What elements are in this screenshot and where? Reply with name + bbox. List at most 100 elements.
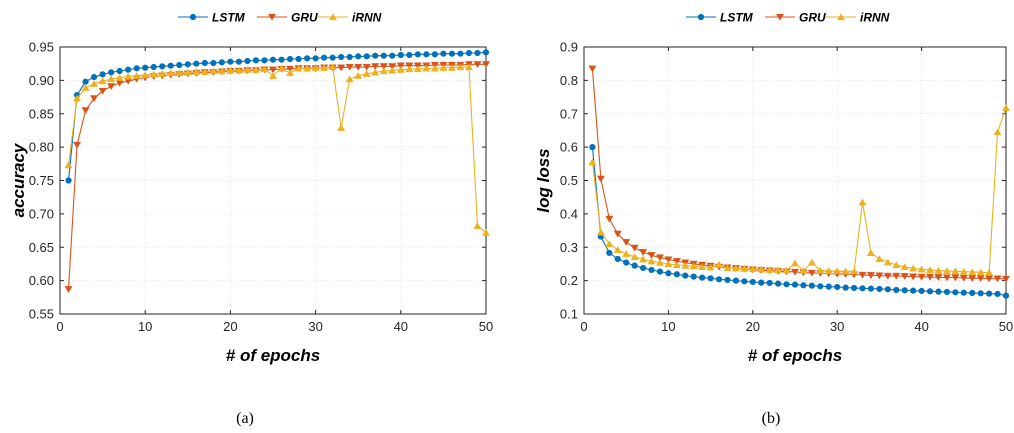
point-lstm-b-31	[842, 284, 849, 291]
y-axis-label-b: log loss	[534, 148, 553, 212]
y-tick-label-b-6: 0.7	[560, 106, 578, 121]
point-irnn-b-15	[706, 263, 715, 271]
point-gru-b-38	[900, 273, 909, 281]
y-tick-label-a-6: 0.85	[29, 106, 54, 121]
legend-marker-lstm-b	[697, 13, 705, 21]
point-gru-a-37	[371, 63, 380, 71]
point-gru-a-2	[73, 141, 82, 149]
point-gru-b-37	[892, 272, 901, 280]
point-irnn-b-49	[993, 128, 1002, 136]
point-gru-b-46	[968, 275, 977, 283]
point-lstm-a-17	[201, 59, 208, 67]
point-lstm-b-47	[977, 290, 984, 297]
point-lstm-a-48	[465, 49, 473, 57]
point-lstm-a-14	[176, 61, 183, 69]
x-tick-label-a-3: 30	[308, 319, 322, 334]
y-tick-label-b-7: 0.8	[560, 73, 578, 88]
point-lstm-b-32	[850, 284, 858, 292]
point-irnn-a-17	[200, 67, 209, 75]
point-irnn-b-13	[689, 262, 698, 270]
point-irnn-a-32	[328, 63, 337, 71]
point-lstm-a-27	[286, 55, 294, 63]
point-lstm-b-38	[901, 287, 908, 294]
point-lstm-b-33	[859, 285, 866, 292]
point-lstm-b-48	[986, 290, 993, 297]
series-line-gru-a	[67, 63, 486, 290]
point-gru-b-42	[934, 274, 943, 282]
point-irnn-b-37	[892, 261, 901, 269]
point-irnn-a-42	[413, 65, 422, 73]
point-lstm-b-8	[648, 266, 655, 274]
point-irnn-b-35	[875, 255, 884, 263]
point-lstm-b-40	[918, 287, 925, 295]
point-irnn-b-32	[850, 267, 859, 275]
point-irnn-a-26	[277, 64, 286, 72]
point-lstm-a-33	[338, 53, 345, 61]
legend-label-lstm-b: LSTM	[720, 11, 754, 25]
point-lstm-a-35	[355, 53, 362, 60]
point-irnn-b-46	[968, 268, 977, 276]
point-irnn-b-33	[858, 198, 867, 206]
point-gru-a-39	[388, 63, 397, 71]
point-lstm-a-22	[244, 57, 251, 65]
point-lstm-a-10	[142, 64, 149, 71]
point-gru-b-4	[613, 230, 622, 238]
point-irnn-a-18	[209, 67, 218, 75]
point-lstm-a-41	[406, 51, 413, 59]
y-tick-label-a-5: 0.80	[29, 140, 54, 155]
point-irnn-a-20	[226, 66, 235, 74]
point-lstm-a-20	[227, 58, 234, 65]
point-lstm-a-49	[474, 49, 481, 57]
point-lstm-a-24	[261, 57, 268, 64]
legend-marker-gru-a	[267, 13, 277, 21]
point-irnn-a-5	[98, 77, 107, 85]
x-tick-label-a-1: 10	[138, 319, 152, 334]
point-lstm-a-21	[235, 58, 243, 65]
point-gru-b-5	[622, 239, 631, 246]
point-irnn-b-7	[639, 255, 648, 263]
point-irnn-a-12	[158, 69, 167, 77]
point-lstm-b-4	[614, 255, 621, 263]
point-irnn-a-11	[149, 70, 158, 78]
x-tick-label-a-4: 40	[394, 319, 408, 334]
point-lstm-a-19	[218, 59, 225, 66]
point-irnn-a-38	[379, 67, 388, 75]
point-lstm-b-27	[808, 282, 815, 289]
series-irnn-a	[64, 63, 491, 236]
point-irnn-a-19	[217, 67, 226, 75]
point-irnn-b-26	[799, 266, 808, 274]
point-lstm-a-31	[321, 54, 328, 61]
point-lstm-a-11	[150, 63, 157, 71]
point-gru-b-40	[917, 273, 926, 281]
point-lstm-b-46	[969, 289, 976, 297]
legend-label-irnn-a: iRNN	[352, 11, 382, 25]
point-gru-a-40	[396, 62, 405, 70]
point-gru-b-7	[639, 249, 648, 256]
point-lstm-a-42	[414, 51, 421, 58]
point-lstm-b-12	[682, 272, 689, 279]
point-gru-b-6	[630, 244, 639, 252]
chart-accuracy: 0 10 20 30 40 50 0.55 0.60 0.65 0.70 0.75 0.80 0.85 0…	[9, 11, 493, 366]
point-irnn-b-44	[951, 267, 960, 275]
x-tick-label-b-4: 40	[914, 319, 928, 334]
point-lstm-b-18	[732, 277, 740, 284]
y-tick-label-b-1: 0.2	[560, 273, 578, 288]
point-lstm-a-1	[65, 177, 72, 184]
y-tick-label-a-7: 0.90	[29, 73, 54, 88]
point-irnn-a-16	[192, 67, 201, 75]
series-gru-b	[588, 65, 1011, 283]
y-tick-label-a-3: 0.70	[29, 206, 54, 221]
point-lstm-a-38	[380, 52, 387, 59]
x-axis-label-a: # of epochs	[226, 346, 320, 365]
point-irnn-b-29	[824, 267, 833, 275]
legend-marker-irnn-b	[836, 13, 846, 21]
point-lstm-b-13	[690, 273, 697, 280]
y-axis-label-a: accuracy	[9, 142, 28, 217]
y-tick-label-a-0: 0.55	[29, 307, 54, 322]
point-gru-a-33	[337, 64, 346, 72]
caption-b: (b)	[762, 410, 781, 427]
point-lstm-b-23	[775, 280, 782, 287]
point-irnn-b-50	[1001, 104, 1011, 111]
point-irnn-b-11	[672, 261, 681, 269]
point-lstm-a-16	[193, 60, 200, 67]
